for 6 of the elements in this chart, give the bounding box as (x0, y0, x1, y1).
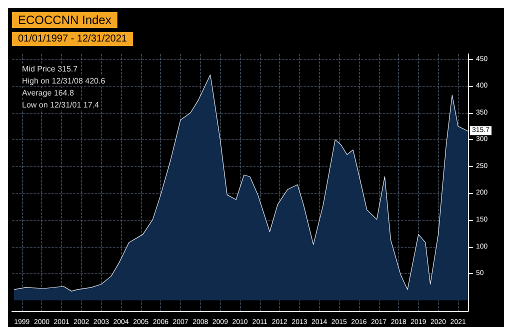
annotation: Low on 12/31/01 17.4 (22, 100, 100, 110)
chart-title: ECOCCNN Index (18, 13, 112, 27)
chart-subtitle: 01/01/1997 - 12/31/2021 (18, 34, 128, 44)
annotation: High on 12/31/08 420.6 (22, 76, 106, 86)
annotation: Mid Price 315.7 (22, 64, 78, 74)
annotation: Average 164.8 (22, 88, 74, 98)
